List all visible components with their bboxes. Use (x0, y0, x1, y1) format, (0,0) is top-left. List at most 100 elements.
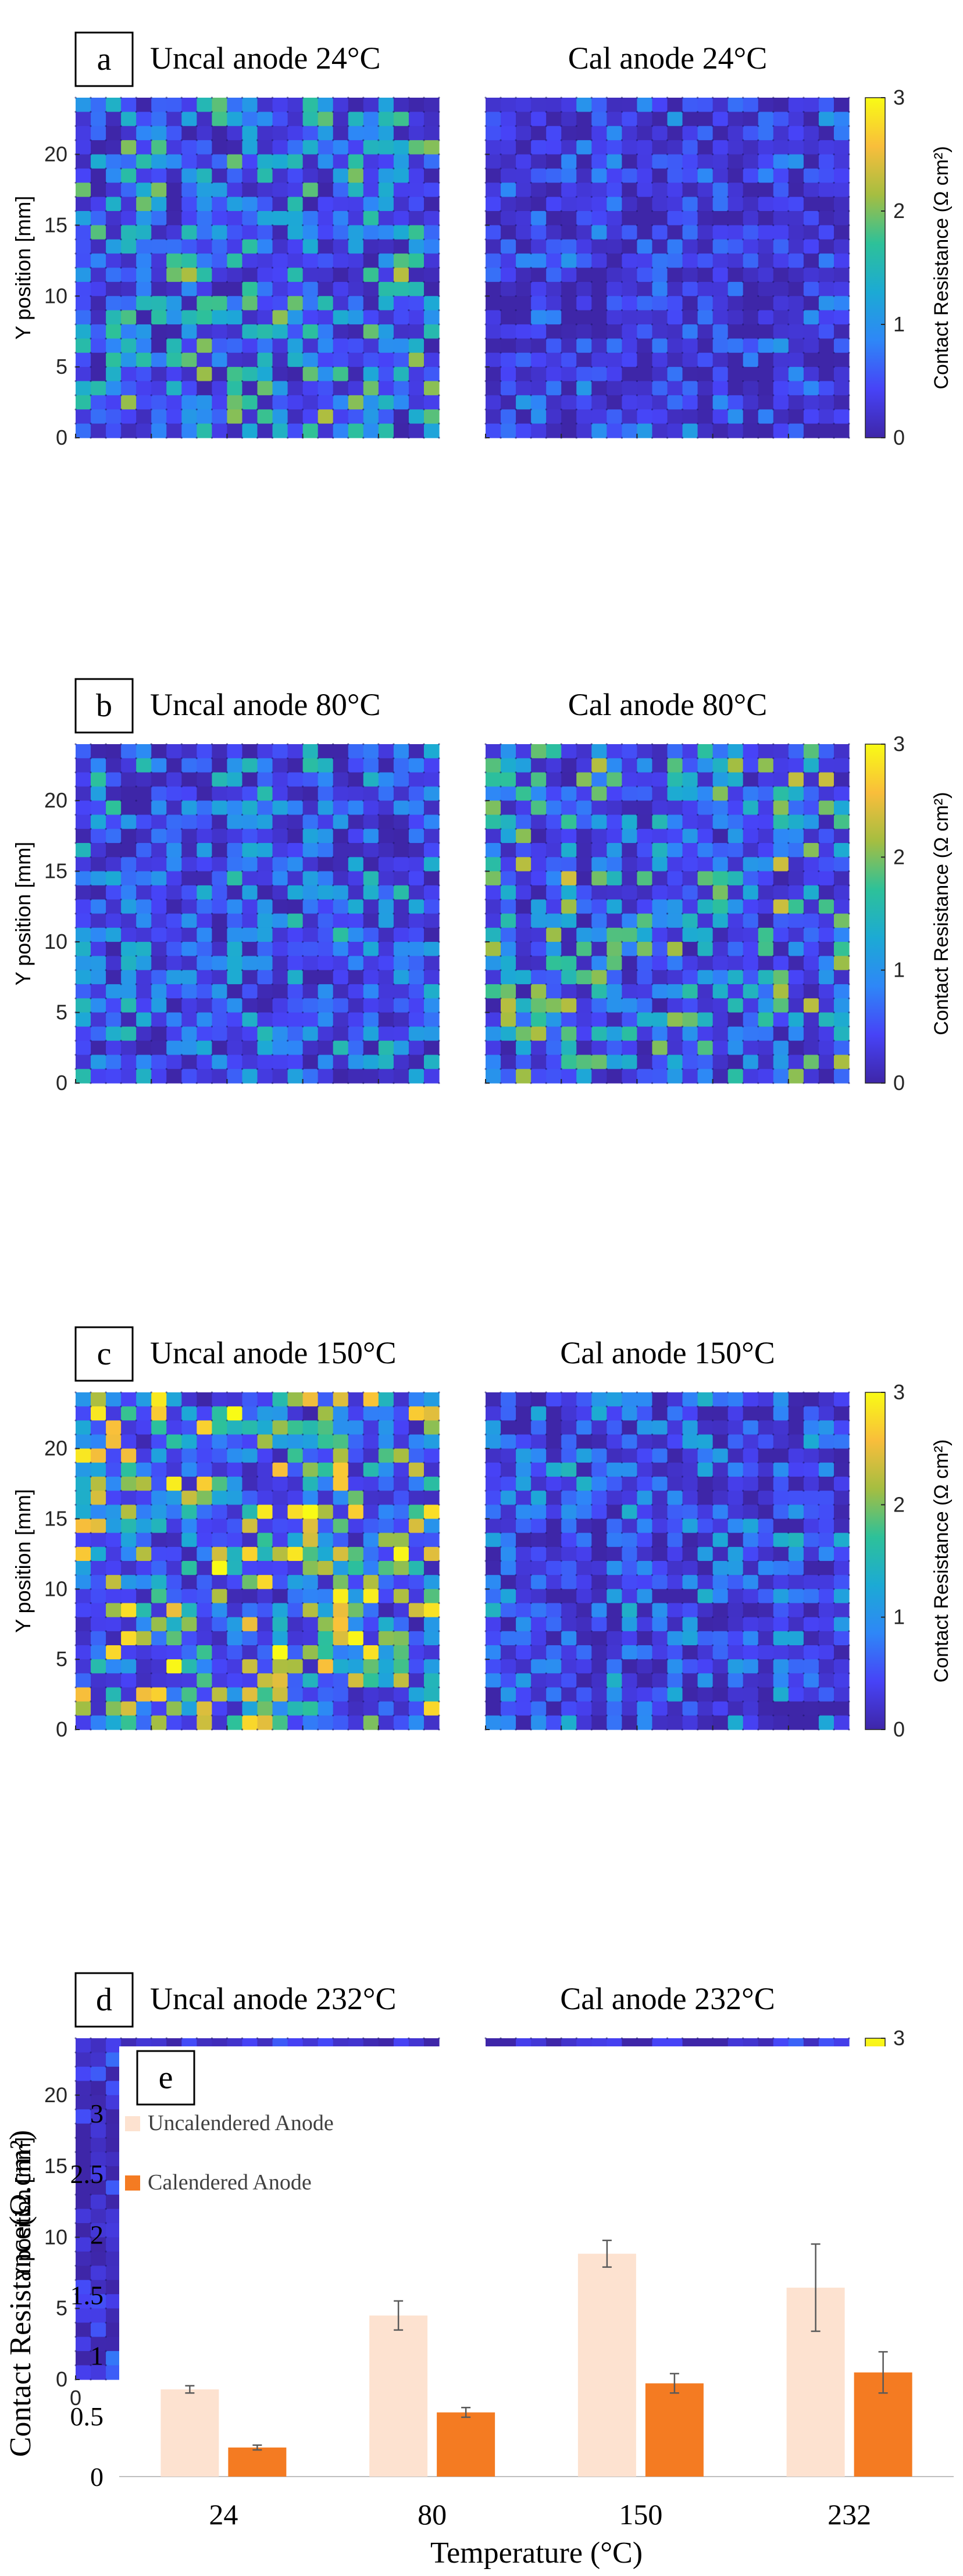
measurement-dot (408, 997, 410, 999)
measurement-dot (195, 743, 198, 745)
measurement-dot (195, 1026, 198, 1028)
heatmap-cell (516, 154, 532, 169)
heatmap-cell (121, 225, 137, 240)
heatmap-cell (622, 927, 638, 942)
heatmap-cell (136, 211, 152, 226)
heatmap-cell (501, 885, 516, 900)
measurement-dot (195, 139, 198, 141)
measurement-dot (120, 743, 122, 745)
measurement-dot (590, 408, 593, 410)
heatmap-cell (682, 196, 698, 212)
measurement-dot (757, 366, 759, 368)
measurement-dot (74, 771, 77, 774)
measurement-dot (332, 1026, 334, 1028)
measurement-dot (500, 380, 502, 383)
heatmap-cell (76, 828, 91, 844)
measurement-dot (90, 785, 92, 788)
measurement-dot (590, 828, 593, 830)
measurement-dot (105, 366, 107, 368)
heatmap-cell (546, 942, 562, 956)
measurement-dot (120, 1039, 122, 1042)
heatmap-cell (408, 225, 425, 240)
heatmap-cell (833, 786, 850, 801)
heatmap-cell (667, 239, 683, 254)
measurement-dot (287, 842, 289, 844)
measurement-dot (302, 252, 304, 255)
heatmap-cell (378, 367, 394, 382)
heatmap-cell (803, 801, 819, 816)
heatmap-cell (576, 913, 592, 928)
heatmap-cell (272, 183, 288, 198)
heatmap-cell (758, 871, 774, 886)
heatmap-cell (607, 98, 622, 112)
heatmap-cell (212, 942, 228, 956)
measurement-dot (636, 295, 638, 297)
measurement-dot (636, 927, 638, 929)
measurement-dot (241, 238, 244, 241)
measurement-dot (377, 295, 380, 297)
measurement-dot (332, 1053, 334, 1056)
heatmap-cell (302, 126, 319, 141)
measurement-dot (742, 743, 744, 745)
measurement-dot (377, 309, 380, 312)
heatmap-cell (531, 409, 547, 424)
heatmap-cell (136, 885, 152, 900)
heatmap-cell (136, 1041, 152, 1056)
measurement-dot (362, 110, 365, 113)
heatmap-cell (833, 1069, 850, 1084)
heatmap-cell (637, 998, 653, 1013)
measurement-dot (500, 125, 502, 127)
measurement-dot (165, 813, 167, 816)
heatmap-cell (803, 984, 819, 999)
measurement-dot (105, 1082, 107, 1084)
measurement-dot (408, 785, 410, 788)
heatmap-cell (697, 253, 714, 269)
measurement-dot (818, 983, 820, 985)
heatmap-cell (106, 112, 122, 127)
heatmap-cell (607, 772, 622, 787)
measurement-dot (560, 238, 562, 241)
measurement-dot (165, 352, 167, 354)
heatmap-cell (531, 267, 547, 283)
measurement-dot (605, 238, 608, 241)
heatmap-cell (667, 1041, 683, 1056)
heatmap-cell (667, 998, 683, 1013)
measurement-dot (666, 997, 669, 999)
measurement-dot (287, 125, 289, 127)
measurement-dot (484, 955, 487, 957)
measurement-dot (666, 969, 669, 971)
measurement-dot (848, 281, 850, 283)
heatmap-cell (637, 786, 653, 801)
measurement-dot (90, 323, 92, 326)
measurement-dot (105, 785, 107, 788)
measurement-dot (848, 743, 850, 745)
heatmap-cell (91, 843, 106, 858)
measurement-dot (818, 97, 820, 99)
heatmap-cell (333, 352, 349, 367)
heatmap-cell (136, 1392, 152, 1407)
heatmap-cell (212, 1406, 228, 1421)
measurement-dot (651, 139, 654, 141)
heatmap-cell (546, 970, 562, 985)
measurement-dot (120, 856, 122, 858)
measurement-dot (697, 139, 699, 141)
heatmap-cell (546, 843, 562, 858)
heatmap-cell (181, 744, 197, 759)
measurement-dot (241, 1039, 244, 1042)
measurement-dot (74, 125, 77, 127)
heatmap-cell (607, 324, 622, 339)
heatmap-cell (333, 98, 349, 112)
heatmap-cell (272, 225, 288, 240)
heatmap-cell (773, 395, 789, 410)
measurement-dot (666, 1068, 669, 1070)
heatmap-cell (667, 801, 683, 816)
heatmap-cell (212, 913, 228, 928)
heatmap-cell (227, 126, 243, 141)
measurement-dot (120, 437, 122, 439)
heatmap-cell (257, 423, 273, 438)
heatmap-cell (378, 828, 394, 844)
measurement-dot (666, 983, 669, 985)
heatmap-cell (818, 970, 834, 985)
heatmap-cell (712, 196, 729, 212)
measurement-dot (681, 1039, 684, 1042)
